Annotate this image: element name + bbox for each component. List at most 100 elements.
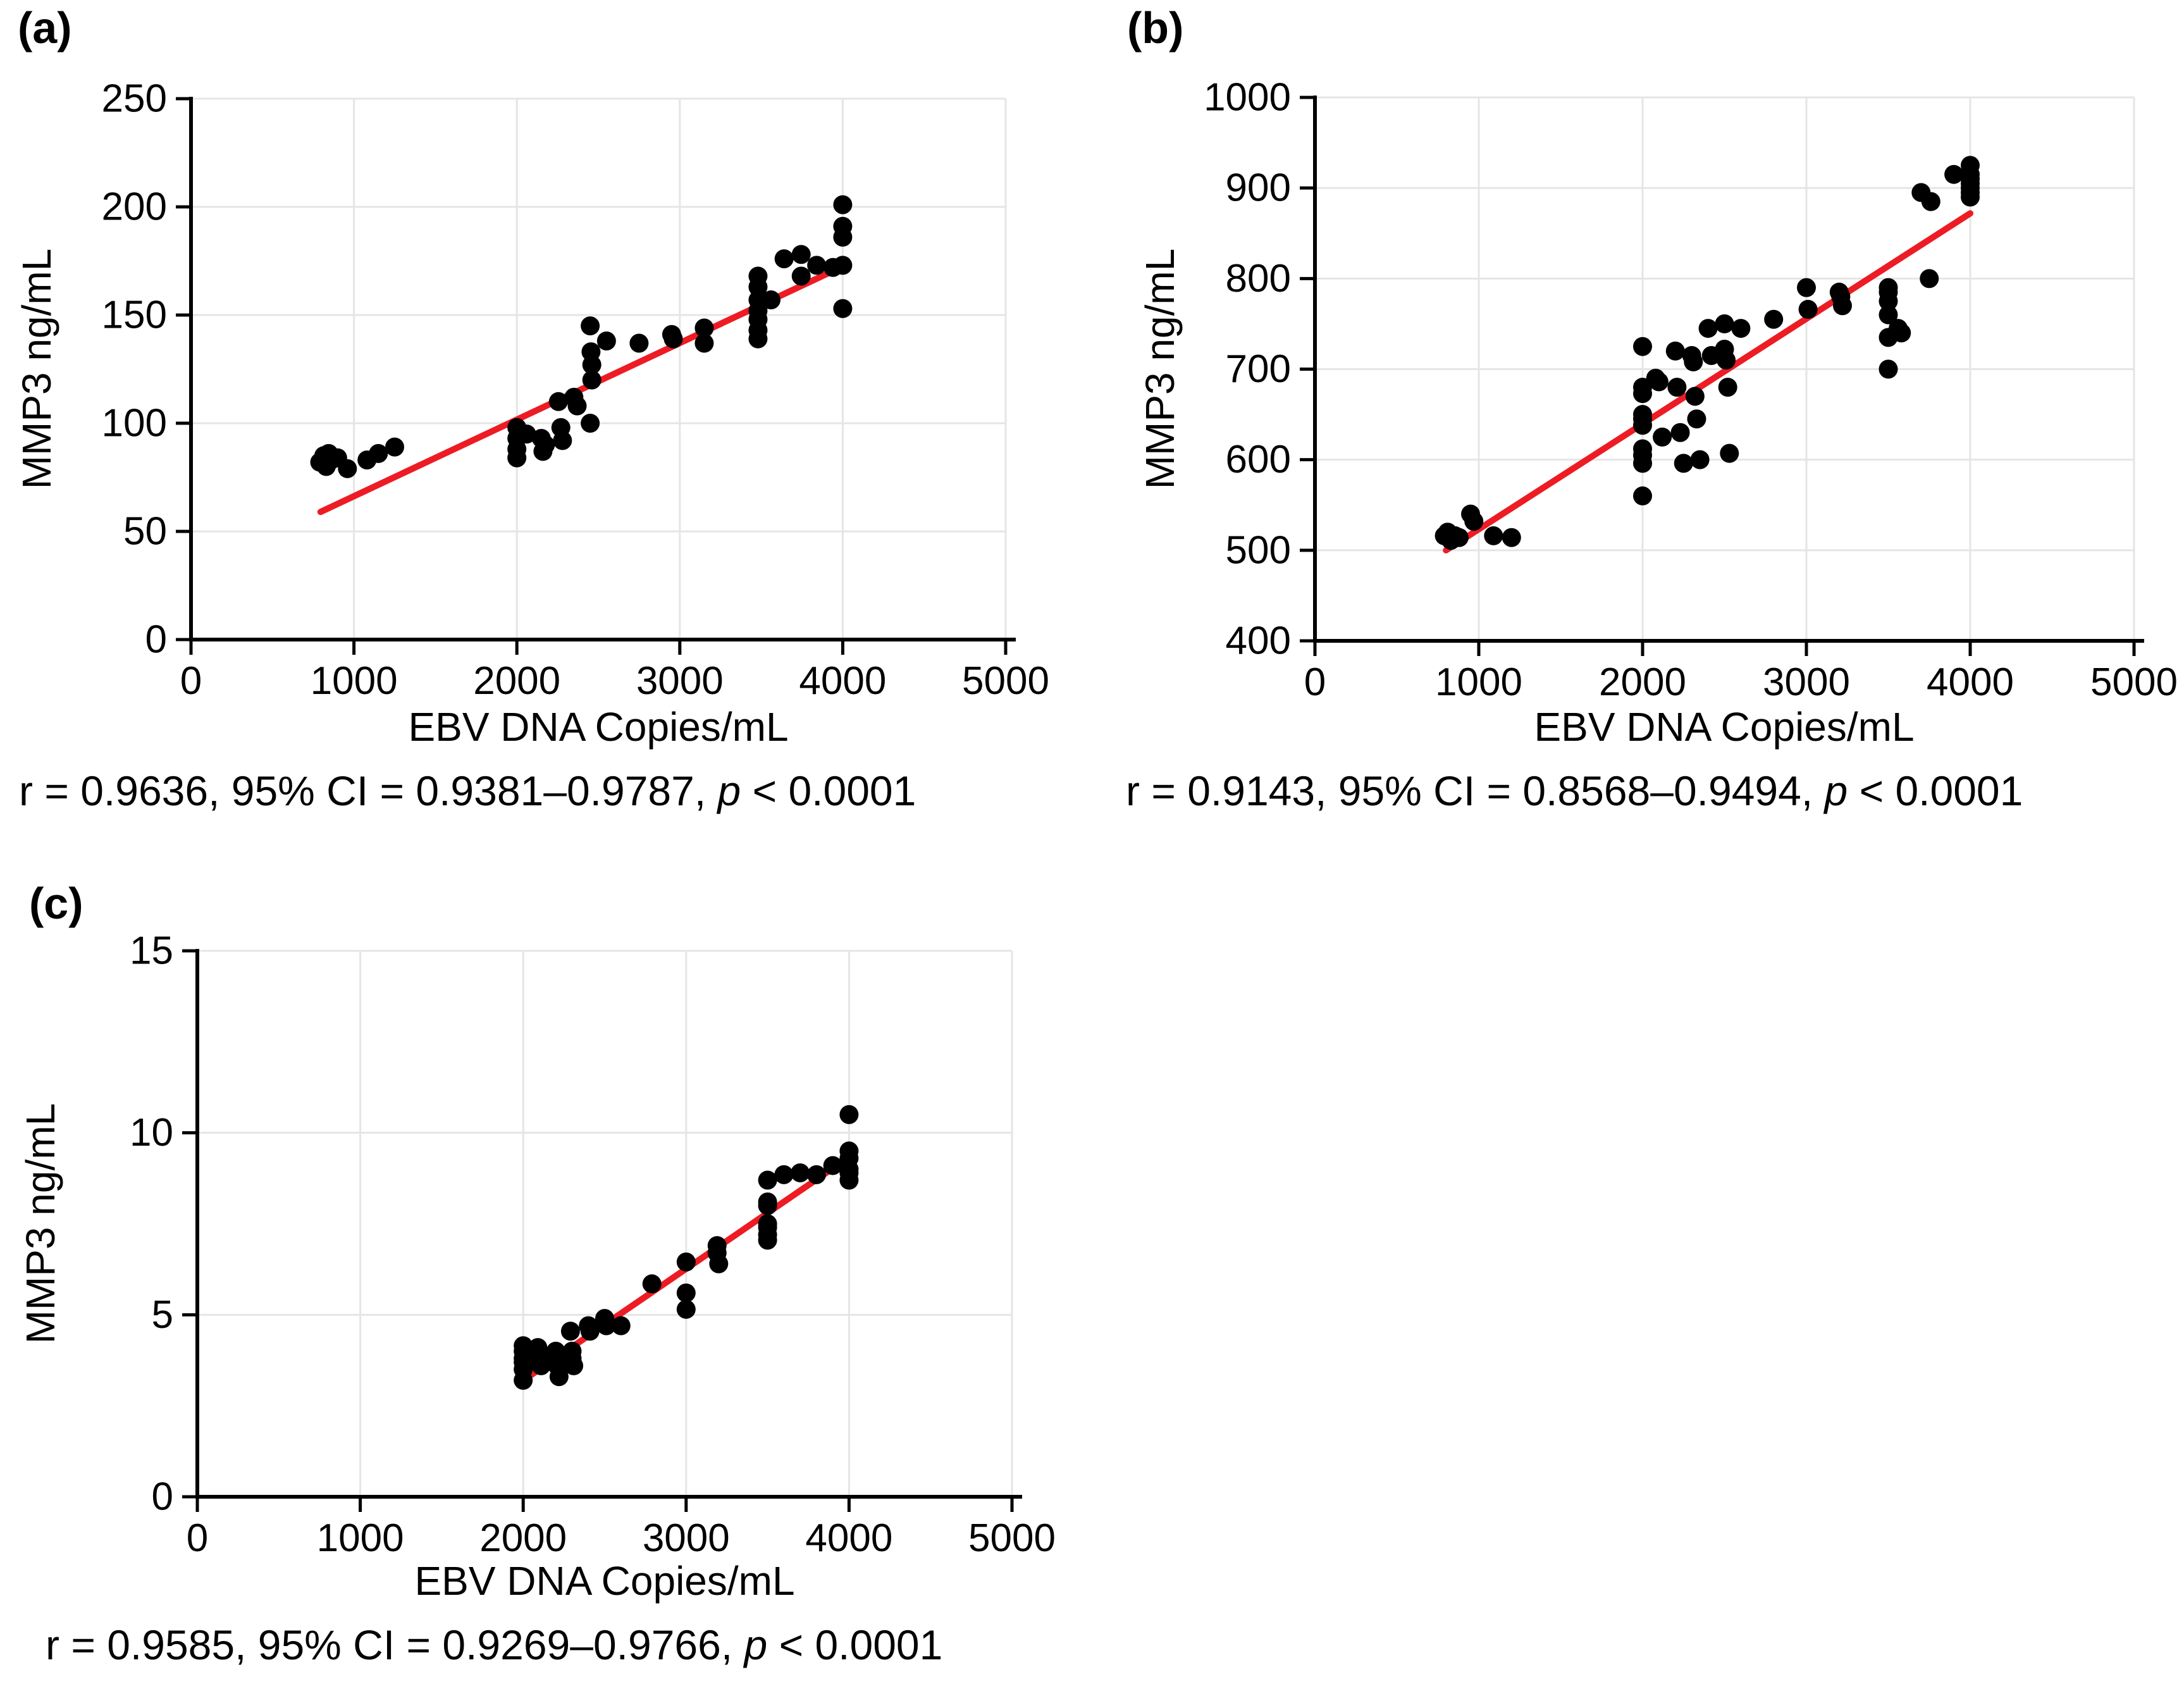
data-point — [1670, 423, 1690, 442]
y-tick-label: 10 — [130, 1111, 173, 1155]
data-point — [709, 1254, 729, 1273]
data-point — [1687, 409, 1706, 429]
data-point — [1653, 427, 1672, 447]
data-point — [580, 1322, 600, 1341]
data-point — [581, 316, 600, 336]
data-point — [629, 333, 649, 353]
y-tick-label: 800 — [1226, 257, 1291, 300]
data-point — [1879, 305, 1898, 325]
x-tick-label: 3000 — [636, 659, 724, 703]
data-point — [1633, 416, 1652, 435]
data-point — [1879, 292, 1898, 311]
data-point — [1720, 443, 1739, 463]
y-tick-label: 50 — [123, 510, 167, 554]
data-point — [758, 1230, 777, 1250]
data-point — [1944, 164, 1964, 184]
panel-b-label: (b) — [1127, 3, 1184, 53]
x-tick-label: 0 — [180, 659, 202, 703]
data-point — [1649, 372, 1669, 392]
data-point — [611, 1316, 631, 1335]
data-point — [1764, 309, 1784, 329]
data-point — [833, 299, 853, 318]
data-point — [1633, 337, 1652, 356]
data-point — [1665, 341, 1685, 361]
panel-a-stats: r = 0.9636, 95% CI = 0.9381–0.9787, p < … — [19, 767, 916, 815]
data-point — [1832, 296, 1852, 316]
y-tick-label: 100 — [102, 402, 167, 445]
data-point — [548, 392, 568, 411]
y-tick-label: 250 — [102, 77, 167, 121]
x-tick-label: 1000 — [317, 1516, 404, 1560]
data-point — [791, 266, 811, 286]
y-tick-label: 200 — [102, 185, 167, 229]
data-point — [1674, 454, 1693, 473]
panel-b-plot: 0 1000 2000 3000 4000 5000 400 500 600 700 800 900 1… — [1204, 76, 2178, 705]
data-point — [748, 329, 768, 349]
data-point — [1698, 319, 1718, 338]
x-tick-label: 0 — [1304, 660, 1326, 704]
data-point — [676, 1252, 696, 1272]
x-tick-label: 4000 — [1927, 660, 2014, 704]
data-point — [596, 1316, 616, 1335]
x-tick-label: 4000 — [799, 659, 886, 703]
data-point — [791, 245, 811, 264]
data-point — [369, 443, 388, 463]
panel-b-stats-p-value: < 0.0001 — [1848, 767, 2023, 814]
data-point — [582, 355, 602, 375]
data-point — [1731, 319, 1751, 338]
panel-a-label: (a) — [18, 3, 72, 53]
y-tick-label: 1000 — [1204, 76, 1291, 120]
data-point — [758, 1170, 777, 1190]
y-tick-label: 5 — [152, 1293, 173, 1337]
data-point — [1718, 378, 1737, 397]
data-point — [1879, 359, 1898, 379]
data-point — [1961, 187, 1980, 207]
regression-line — [1443, 210, 1973, 554]
data-point — [833, 195, 853, 214]
data-point — [1464, 512, 1484, 531]
data-point — [338, 459, 357, 478]
data-point — [1684, 352, 1703, 372]
data-point — [1717, 350, 1736, 370]
data-point — [774, 1165, 794, 1184]
x-tick-label: 2000 — [479, 1516, 567, 1560]
data-point — [663, 329, 683, 349]
x-tick-label: 3000 — [1763, 660, 1850, 704]
y-tick-label: 0 — [145, 618, 167, 662]
data-point — [762, 290, 781, 310]
data-point — [517, 424, 536, 444]
panel-c-x-axis-title: EBV DNA Copies/mL — [414, 1558, 795, 1604]
data-point — [791, 1163, 810, 1182]
y-tick-label: 600 — [1226, 438, 1291, 481]
panel-a-x-axis-title: EBV DNA Copies/mL — [408, 704, 789, 750]
data-point — [553, 431, 572, 450]
x-tick-label: 3000 — [643, 1516, 730, 1560]
data-point — [582, 370, 602, 390]
y-tick-label: 0 — [152, 1475, 173, 1519]
y-tick-label: 15 — [130, 929, 173, 973]
y-tick-label: 900 — [1226, 166, 1291, 210]
panel-c-plot: 0 1000 2000 3000 4000 5000 0 5 10 15 — [130, 929, 1056, 1561]
data-point — [1690, 450, 1710, 469]
panel-c-stats: r = 0.9585, 95% CI = 0.9269–0.9766, p < … — [46, 1621, 942, 1669]
panel-b-x-axis-title: EBV DNA Copies/mL — [1534, 704, 1915, 750]
data-point — [1920, 269, 1939, 288]
data-point — [1633, 384, 1652, 404]
panel-b-stats: r = 0.9143, 95% CI = 0.8568–0.9494, p < … — [1126, 767, 2023, 815]
x-tick-label: 2000 — [1599, 660, 1686, 704]
data-point — [1633, 486, 1652, 505]
x-tick-label: 2000 — [473, 659, 560, 703]
data-point — [1715, 314, 1734, 333]
data-point — [694, 333, 714, 353]
data-point — [676, 1283, 696, 1303]
data-point — [1502, 528, 1521, 547]
data-point — [1921, 192, 1940, 211]
data-point — [1449, 528, 1469, 547]
data-point — [567, 396, 587, 416]
panel-a-stats-p-value: < 0.0001 — [741, 767, 916, 814]
y-tick-label: 700 — [1226, 347, 1291, 391]
x-tick-label: 5000 — [962, 659, 1049, 703]
data-point — [596, 331, 616, 351]
data-point — [833, 256, 853, 275]
